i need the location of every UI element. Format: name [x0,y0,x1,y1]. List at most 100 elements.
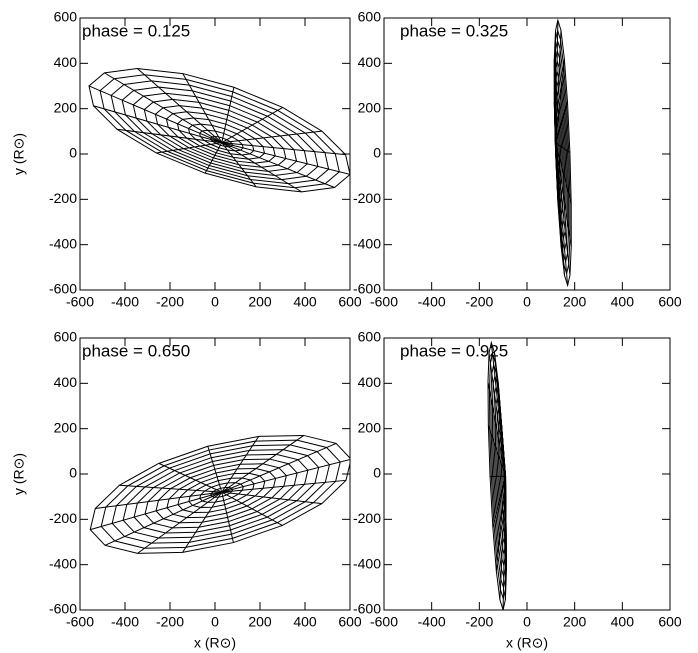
y-tick-label: 600 [358,9,382,25]
spoke [221,435,305,493]
spoke [221,142,335,188]
plot-frame [79,17,351,291]
spoke [555,58,565,143]
spoke [182,491,223,553]
plot-frame [79,337,351,611]
spoke [555,30,562,143]
x-tick-label: 600 [658,294,682,310]
spoke [221,491,322,505]
panel-title: phase = 0.650 [82,341,190,360]
x-tick-label: 400 [611,614,635,630]
x-tick-label: -600 [370,614,398,630]
x-tick-label: 0 [523,294,531,310]
y-tick-label: -600 [353,281,381,297]
spoke [221,491,283,526]
x-tick-label: 600 [658,614,682,630]
spoke [95,491,222,509]
x-tick-label: 0 [211,294,219,310]
y-tick-label: -600 [49,281,77,297]
x-tick-label: -400 [111,614,139,630]
spoke [555,142,571,154]
y-tick-label: -200 [353,190,381,206]
y-tick-label: 0 [373,465,381,481]
plot-area [487,340,507,610]
spoke [204,142,223,174]
y-tick-label: -400 [49,555,77,571]
x-tick-label: 200 [248,294,272,310]
y-tick-label: 400 [54,54,78,70]
spoke [221,442,337,493]
spoke [488,352,507,477]
spoke [487,381,507,477]
spoke [221,142,257,188]
y-tick-label: -600 [49,601,77,617]
x-tick-label: -200 [156,614,184,630]
x-tick-label: -400 [418,294,446,310]
spoke [104,72,223,144]
x-tick-label: -600 [66,294,94,310]
y-tick-label: 400 [54,374,78,390]
y-tick-label: 600 [358,329,382,345]
spoke [495,476,507,571]
x-tick-label: 400 [293,294,317,310]
x-tick-label: -600 [370,294,398,310]
x-tick-label: -600 [66,614,94,630]
x-tick-label: -400 [111,294,139,310]
spoke [137,491,223,554]
x-tick-label: 200 [563,294,587,310]
y-tick-label: 0 [69,465,77,481]
spoke [221,142,302,193]
spoke [555,142,571,276]
y-tick-label: 200 [358,419,382,435]
y-tick-label: 200 [358,99,382,115]
spoke [555,142,566,276]
y-tick-label: 0 [69,145,77,161]
x-tick-label: 0 [211,614,219,630]
y-axis-label: y (R⊙) [11,133,27,175]
x-tick-label: 200 [248,614,272,630]
spoke [555,142,572,247]
plot-area [553,18,572,288]
spoke [490,342,507,477]
spoke [221,436,260,493]
spoke [182,73,223,143]
panel-title: phase = 0.325 [400,21,508,40]
spoke [221,142,346,156]
x-tick-label: -200 [465,294,493,310]
y-tick-label: -400 [353,235,381,251]
spoke [499,476,507,600]
spoke [553,102,557,143]
plot-area [88,68,350,193]
spoke [221,130,322,144]
x-tick-label: 200 [563,614,587,630]
y-tick-label: -400 [49,235,77,251]
x-axis-label: x (R⊙) [506,635,548,651]
panel-title: phase = 0.925 [400,341,508,360]
spoke [221,492,234,543]
spoke [221,87,235,143]
spoke [487,425,507,477]
y-tick-label: -200 [49,510,77,526]
x-axis-label: x (R⊙) [194,635,236,651]
spoke [137,68,223,144]
y-tick-label: 600 [54,329,78,345]
y-tick-label: 600 [54,9,78,25]
y-tick-label: 0 [373,145,381,161]
y-tick-label: -200 [49,190,77,206]
x-tick-label: -200 [465,614,493,630]
spoke [119,484,222,493]
y-tick-label: -600 [353,601,381,617]
plot-frame [383,337,671,611]
y-tick-label: 200 [54,419,78,435]
spoke [90,491,222,531]
y-tick-label: 400 [358,54,382,70]
spoke [88,85,222,144]
x-tick-label: -200 [156,294,184,310]
x-tick-label: 400 [293,614,317,630]
y-tick-label: -200 [353,510,381,526]
x-tick-label: 0 [523,614,531,630]
spoke [93,105,222,144]
panel-title: phase = 0.125 [82,21,190,40]
y-tick-label: -400 [353,555,381,571]
